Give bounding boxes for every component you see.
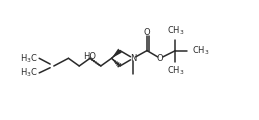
Text: O: O [144, 28, 150, 37]
Text: CH$_3$: CH$_3$ [167, 64, 184, 77]
Text: CH$_3$: CH$_3$ [192, 44, 210, 57]
Polygon shape [112, 49, 122, 58]
Text: H$_3$C: H$_3$C [20, 52, 38, 65]
Text: N: N [130, 54, 136, 63]
Text: H$_3$C: H$_3$C [20, 67, 38, 79]
Text: HO: HO [83, 52, 97, 61]
Text: CH$_3$: CH$_3$ [167, 24, 184, 37]
Text: O: O [157, 54, 163, 63]
